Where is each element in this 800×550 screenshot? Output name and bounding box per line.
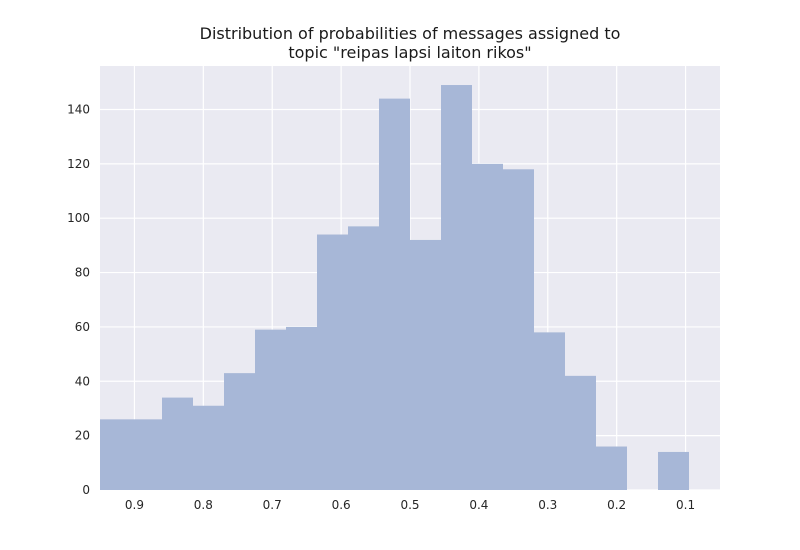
y-tick-label: 100: [67, 211, 90, 225]
x-tick-label: 0.7: [263, 498, 282, 512]
histogram-bar: [596, 446, 627, 490]
chart-title-line-1: Distribution of probabilities of message…: [199, 24, 621, 43]
y-tick-label: 140: [67, 102, 90, 116]
x-tick-label: 0.2: [607, 498, 626, 512]
y-tick-label: 80: [75, 266, 90, 280]
x-tick-labels: 0.9 0.8 0.7 0.6 0.5 0.4 0.3 0.2 0.1: [125, 498, 695, 512]
histogram-bar: [224, 373, 255, 490]
histogram-bar: [565, 375, 596, 490]
chart-title-line-2: topic "reipas lapsi laiton rikos": [288, 43, 532, 62]
chart-title: Distribution of probabilities of message…: [100, 24, 720, 62]
histogram-bar: [348, 226, 379, 490]
histogram-bar: [441, 85, 472, 491]
x-tick-label: 0.5: [400, 498, 419, 512]
y-tick-label: 120: [67, 157, 90, 171]
y-tick-label: 0: [82, 483, 90, 497]
y-tick-labels: 0 20 40 60 80 100 120 140: [67, 102, 90, 497]
histogram-bar: [503, 169, 534, 491]
histogram-bar: [162, 397, 193, 490]
x-tick-label: 0.1: [676, 498, 695, 512]
y-tick-label: 20: [75, 429, 90, 443]
histogram-bar: [286, 326, 317, 490]
histogram-bar: [379, 98, 410, 490]
histogram-bar: [534, 332, 565, 490]
y-tick-label: 60: [75, 320, 90, 334]
x-tick-label: 0.4: [469, 498, 488, 512]
histogram-bar: [131, 419, 162, 490]
histogram-bar: [472, 163, 503, 490]
histogram-bar: [193, 405, 224, 490]
histogram-bar: [410, 239, 441, 490]
x-tick-label: 0.6: [332, 498, 351, 512]
x-tick-label: 0.3: [538, 498, 557, 512]
histogram-bar: [658, 451, 689, 490]
histogram-bar: [317, 234, 348, 490]
x-tick-label: 0.9: [125, 498, 144, 512]
histogram-bar: [100, 419, 131, 490]
x-tick-label: 0.8: [194, 498, 213, 512]
histogram-bars: [100, 85, 689, 491]
y-tick-label: 40: [75, 374, 90, 388]
histogram-bar: [255, 329, 286, 490]
